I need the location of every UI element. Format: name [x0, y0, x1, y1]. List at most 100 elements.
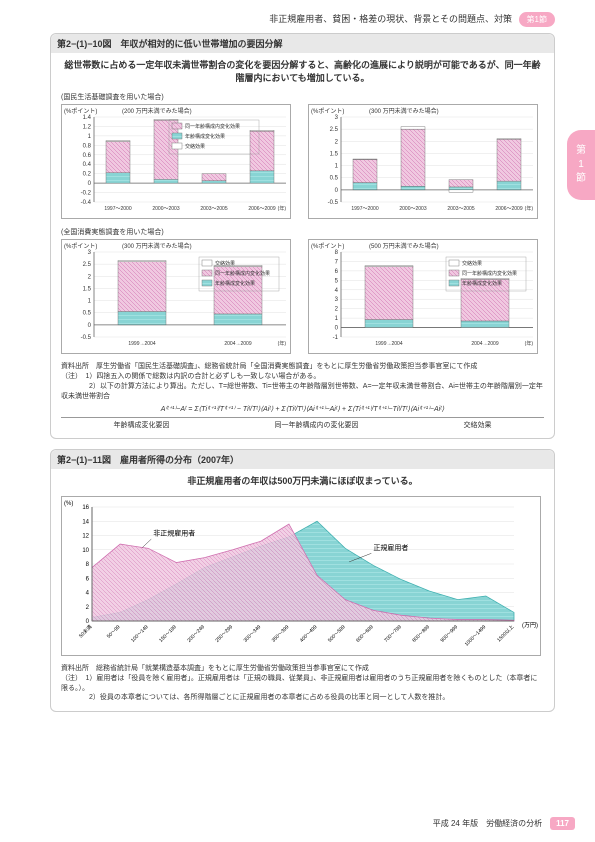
svg-text:10: 10: [82, 548, 89, 554]
svg-text:2.5: 2.5: [329, 127, 338, 133]
svg-text:(200 万円未満でみた場合): (200 万円未満でみた場合): [122, 107, 192, 115]
svg-text:200～249: 200～249: [186, 624, 206, 644]
svg-text:12: 12: [82, 533, 89, 539]
svg-text:1.2: 1.2: [83, 125, 92, 131]
chart2-svg: -0.500.511.522.53(%ポイント)(300 万円未満でみた場合)1…: [308, 104, 538, 219]
svg-text:-0.5: -0.5: [81, 335, 92, 341]
svg-text:2003～2005: 2003～2005: [447, 206, 474, 212]
breadcrumb: 非正規雇用者、貧困・格差の現状、背景とその問題点、対策: [269, 14, 512, 24]
svg-text:8: 8: [334, 250, 338, 256]
svg-text:年齢構成変化効果: 年齢構成変化効果: [462, 280, 502, 287]
svg-text:1: 1: [334, 164, 338, 170]
svg-text:同一年齢構成内変化効果: 同一年齢構成内変化効果: [462, 270, 517, 277]
svg-text:250～299: 250～299: [215, 624, 235, 644]
svg-text:(年): (年): [278, 205, 287, 212]
chart1: -0.4 -0.2 0 0.2 0.4 0.6 0.8 1 1.2 1.4(%ポイント) (200 …: [61, 104, 298, 221]
svg-text:1: 1: [334, 316, 338, 322]
svg-text:1500以上: 1500以上: [496, 623, 516, 643]
svg-text:50～99: 50～99: [106, 624, 122, 640]
svg-text:-0.5: -0.5: [327, 200, 338, 206]
svg-text:0: 0: [334, 326, 338, 332]
svg-text:400～499: 400～499: [299, 624, 319, 644]
chart5: 0246810121416(%)50未満50～99100～149150～1992…: [61, 496, 544, 658]
svg-text:8: 8: [86, 562, 90, 568]
svg-text:(年): (年): [278, 340, 287, 347]
svg-text:-1: -1: [332, 335, 338, 341]
svg-text:700～799: 700～799: [383, 624, 403, 644]
svg-text:50未満: 50未満: [77, 623, 93, 639]
svg-text:6: 6: [334, 269, 338, 275]
svg-text:5: 5: [334, 279, 338, 285]
svg-text:(年): (年): [524, 205, 533, 212]
svg-text:6: 6: [86, 576, 90, 582]
svg-text:(%ポイント): (%ポイント): [64, 242, 97, 250]
svg-text:1997～2000: 1997～2000: [104, 206, 131, 212]
svg-text:600～699: 600～699: [355, 624, 375, 644]
chart1-svg: -0.4 -0.2 0 0.2 0.4 0.6 0.8 1 1.2 1.4(%ポイント) (200 …: [61, 104, 291, 219]
panel1-title: 第2−(1)−10図 年収が相対的に低い世帯増加の要因分解: [51, 34, 554, 53]
svg-text:2003～2005: 2003～2005: [200, 206, 227, 212]
svg-text:2000～2003: 2000～2003: [399, 206, 426, 212]
panel2-subtitle: 非正規雇用者の年収は500万円未満にほぼ収まっている。: [61, 475, 544, 488]
survey2-label: (全国消費実態調査を用いた場合): [61, 227, 544, 237]
panel1-notes: 資料出所 厚生労働省「国民生活基礎調査」、総務省統計局「全国消費実態調査」をもと…: [61, 362, 544, 401]
svg-text:800～899: 800～899: [411, 624, 431, 644]
svg-text:1.5: 1.5: [329, 152, 338, 158]
svg-text:同一年齢構成内変化効果: 同一年齢構成内変化効果: [215, 270, 270, 277]
chart3-svg: -0.500.511.522.53(%ポイント)(300 万円未満でみた場合)1…: [61, 239, 291, 354]
figure-2-1-11: 第2−(1)−11図 雇用者所得の分布（2007年） 非正規雇用者の年収は500…: [50, 449, 555, 712]
panel1-subtitle: 総世帯数に占める一定年収未満世帯割合の変化を要因分解すると、高齢化の進展により説…: [61, 59, 544, 84]
svg-text:100～149: 100～149: [130, 624, 150, 644]
svg-text:同一年齢構成内変化効果: 同一年齢構成内変化効果: [185, 123, 240, 130]
svg-text:(%ポイント): (%ポイント): [311, 107, 344, 115]
footer-text: 平成 24 年版 労働経済の分析: [433, 818, 542, 829]
svg-text:年齢構成変化効果: 年齢構成変化効果: [215, 280, 255, 287]
side-tab: 第 1 節: [567, 130, 595, 200]
svg-text:500～599: 500～599: [327, 624, 347, 644]
svg-text:2006～2009: 2006～2009: [248, 206, 275, 212]
svg-text:0: 0: [88, 323, 92, 329]
chart4-svg: -1012345678(%ポイント)(500 万円未満でみた場合)1999→20…: [308, 239, 538, 354]
svg-text:0.8: 0.8: [83, 144, 92, 150]
svg-text:1: 1: [88, 299, 92, 305]
svg-text:14: 14: [82, 519, 89, 525]
svg-text:2: 2: [334, 139, 338, 145]
chart2: -0.500.511.522.53(%ポイント)(300 万円未満でみた場合)1…: [308, 104, 545, 221]
svg-text:0: 0: [334, 188, 338, 194]
svg-text:-0.2: -0.2: [81, 191, 92, 197]
svg-text:0.2: 0.2: [83, 172, 92, 178]
svg-text:交絡効果: 交絡効果: [185, 143, 205, 150]
svg-text:1997～2000: 1997～2000: [351, 206, 378, 212]
svg-text:(%ポイント): (%ポイント): [64, 107, 97, 115]
svg-text:(300 万円未満でみた場合): (300 万円未満でみた場合): [122, 242, 192, 250]
panel1-formula: A⁽ᵗ⁺¹⁾−Aᵗ = Σ⟨Ti⁽ᵗ⁺¹⁾/T⁽ᵗ⁺¹⁾ − Tiᵗ/Tᵗ⟩⟨A…: [61, 405, 544, 413]
formula-labels: 年齢構成変化要因 同一年齢構成内の変化要因 交絡効果: [61, 417, 544, 430]
page-header: 非正規雇用者、貧困・格差の現状、背景とその問題点、対策 第1節: [0, 0, 595, 33]
svg-text:非正規雇用者: 非正規雇用者: [153, 528, 195, 537]
svg-text:2004→2009: 2004→2009: [224, 341, 251, 347]
svg-text:-0.4: -0.4: [81, 200, 92, 206]
panel2-title: 第2−(1)−11図 雇用者所得の分布（2007年）: [51, 450, 554, 469]
svg-text:2000～2003: 2000～2003: [152, 206, 179, 212]
page-number: 117: [550, 817, 575, 830]
svg-text:(年): (年): [524, 340, 533, 347]
svg-text:2.5: 2.5: [83, 262, 92, 268]
figure-2-1-10: 第2−(1)−10図 年収が相対的に低い世帯増加の要因分解 総世帯数に占める一定…: [50, 33, 555, 439]
svg-text:4: 4: [86, 590, 90, 596]
svg-text:(500 万円未満でみた場合): (500 万円未満でみた場合): [369, 242, 439, 250]
svg-text:1.4: 1.4: [83, 115, 92, 121]
svg-text:0: 0: [88, 181, 92, 187]
svg-text:0.4: 0.4: [83, 162, 92, 168]
svg-text:交絡効果: 交絡効果: [462, 260, 482, 267]
chart5-svg: 0246810121416(%)50未満50～99100～149150～1992…: [61, 496, 541, 656]
section-tag: 第1節: [519, 12, 555, 27]
page-footer: 平成 24 年版 労働経済の分析 117: [433, 817, 575, 830]
svg-text:(%ポイント): (%ポイント): [311, 242, 344, 250]
svg-text:0.6: 0.6: [83, 153, 92, 159]
svg-text:350～399: 350～399: [271, 624, 291, 644]
svg-text:1999→2004: 1999→2004: [375, 341, 402, 347]
svg-text:2006～2009: 2006～2009: [495, 206, 522, 212]
svg-text:2004→2009: 2004→2009: [471, 341, 498, 347]
panel2-notes: 資料出所 総務省統計局「就業構造基本調査」をもとに厚生労働省労働政策担当参事官室…: [61, 664, 544, 703]
svg-text:1: 1: [88, 134, 92, 140]
